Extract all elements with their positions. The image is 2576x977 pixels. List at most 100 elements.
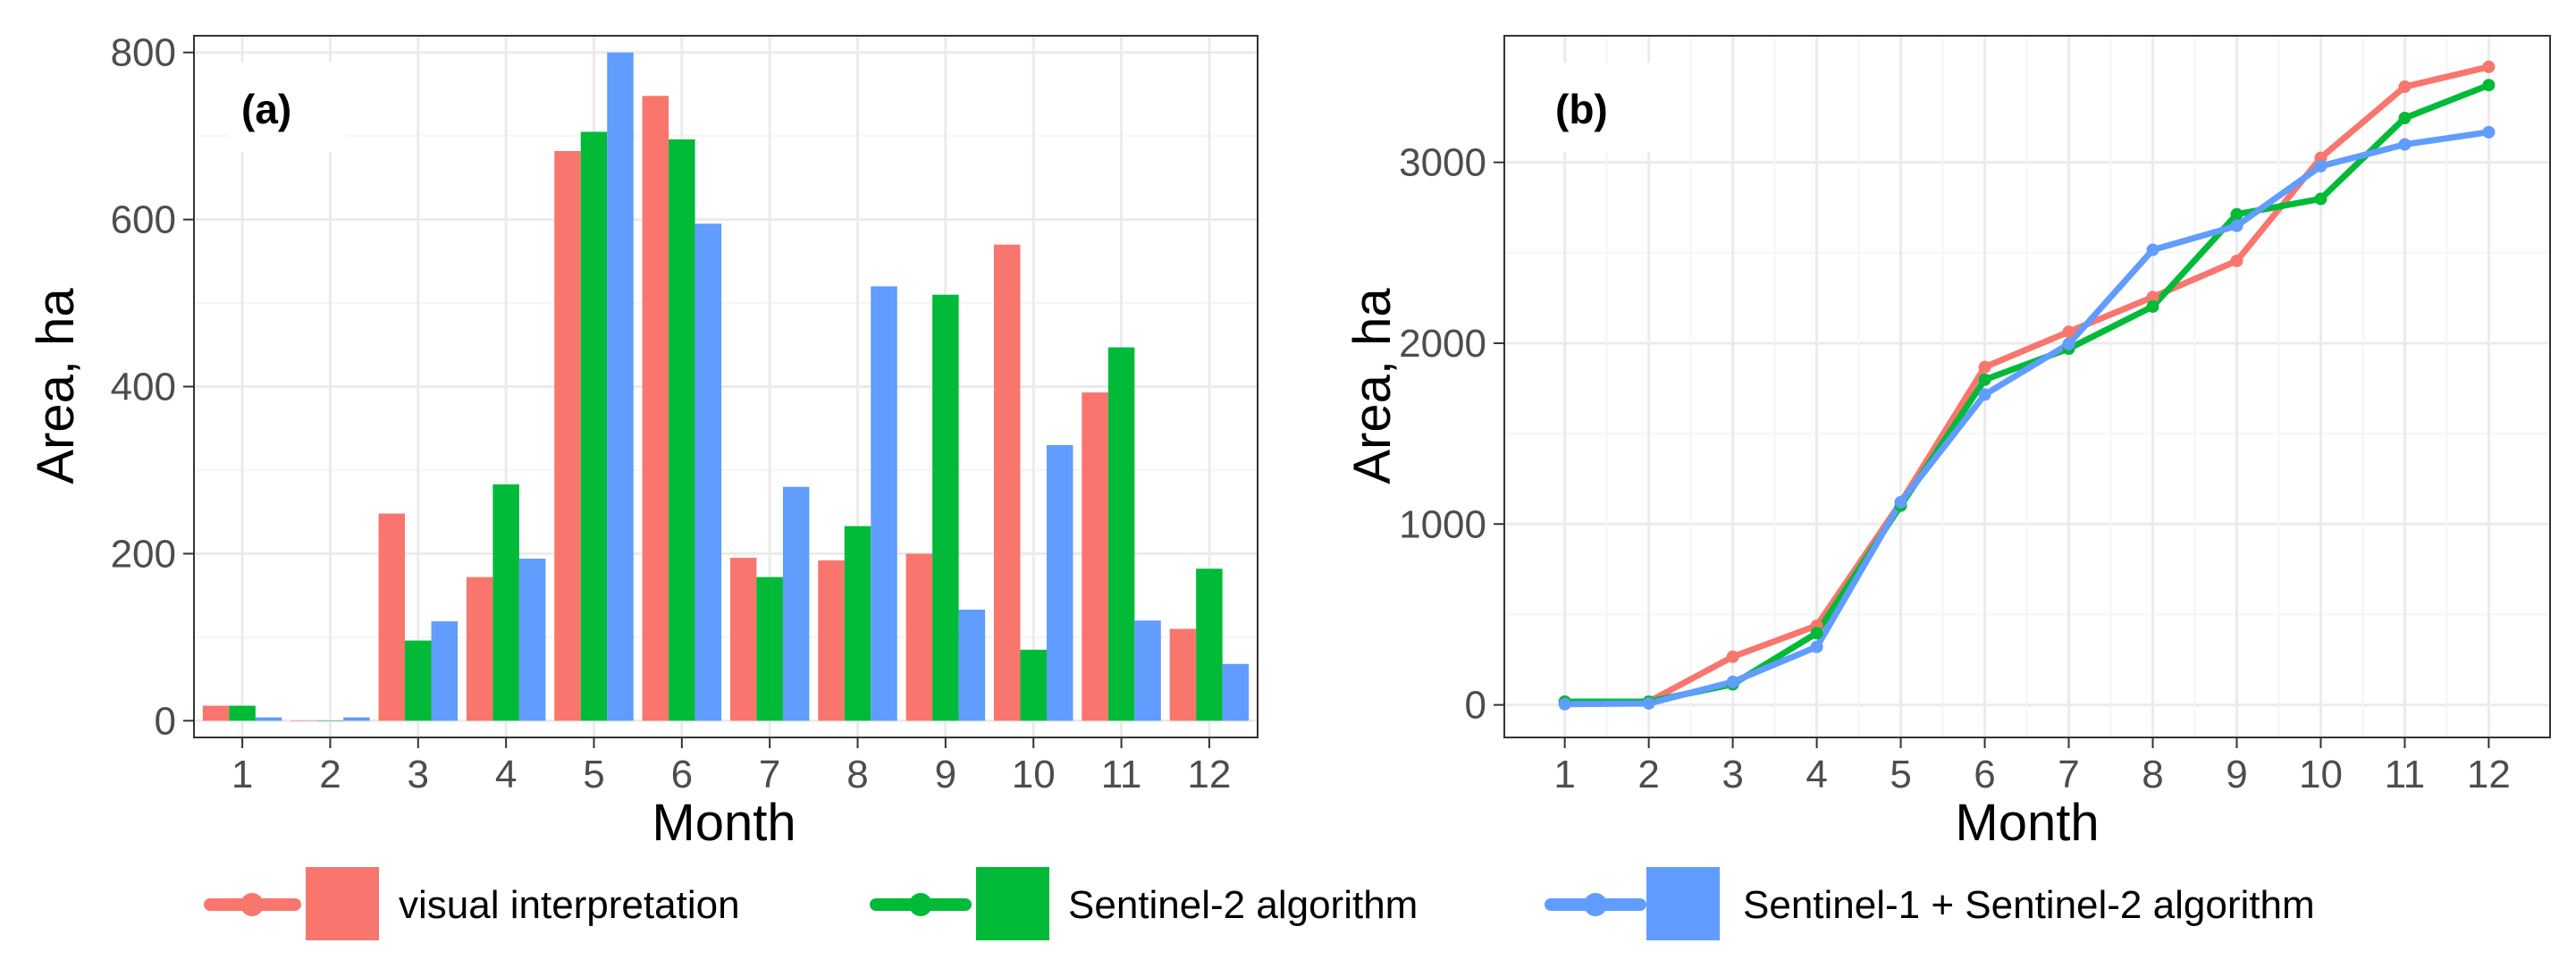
panel-a-y-tick-label: 200 [111, 532, 176, 576]
point-sentinel-2-algorithm-month-9 [2230, 207, 2243, 221]
panel-b-gridlines [1504, 36, 2550, 737]
panel-a-x-tick-label: 11 [1101, 753, 1142, 796]
legend-point-visual-interpretation [240, 893, 264, 916]
point-sentinel-1-sentinel-2-algorithm-month-4 [1810, 640, 1823, 653]
panel-a-x-axis-title: Month [652, 794, 796, 852]
bar-sentinel-1-sentinel-2-algorithm-month-12 [1222, 663, 1250, 721]
legend-swatch-visual-interpretation [306, 867, 379, 940]
bar-sentinel-2-algorithm-month-9 [932, 294, 959, 721]
bar-visual-interpretation-month-6 [642, 96, 669, 721]
legend-swatch-sentinel-2 [976, 867, 1049, 940]
panel-a-x-tick-label: 10 [1012, 753, 1056, 796]
panel-b-x-tick-label: 11 [2385, 753, 2426, 796]
legend-point-sentinel-2 [909, 893, 932, 916]
bar-sentinel-2-algorithm-month-1 [229, 705, 256, 721]
panel-a-x-tick-label: 12 [1187, 753, 1231, 796]
point-sentinel-2-algorithm-month-12 [2482, 79, 2496, 92]
panel-a-label-background [230, 63, 346, 152]
panel-a-x-tick-label: 9 [935, 753, 956, 796]
legend-label-sentinel-2: Sentinel-2 algorithm [1068, 883, 1418, 927]
panel-a-y-axis-title: Area, ha [27, 288, 85, 484]
legend-label-visual-interpretation: visual interpretation [399, 883, 740, 927]
point-visual-interpretation-month-3 [1726, 650, 1739, 663]
panel-a-x-tick-label: 8 [846, 753, 868, 796]
bar-sentinel-2-algorithm-month-5 [580, 131, 608, 721]
point-sentinel-2-algorithm-month-8 [2146, 299, 2159, 313]
panel-a-x-ticks: 1 2 3 4 5 6 7 8 9 10 11 12 [232, 737, 1231, 796]
panel-b-label: (b) [1555, 86, 1608, 132]
point-sentinel-2-algorithm-month-11 [2398, 112, 2412, 125]
panel-b-y-ticks: 0 1000 2000 3000 [1399, 141, 1504, 728]
bar-sentinel-1-sentinel-2-algorithm-month-9 [958, 610, 986, 721]
bar-sentinel-2-algorithm-month-12 [1196, 569, 1223, 721]
bar-sentinel-1-sentinel-2-algorithm-month-3 [431, 621, 459, 721]
bar-visual-interpretation-month-9 [905, 553, 933, 721]
bar-visual-interpretation-month-2 [290, 720, 317, 721]
panel-b-points [1558, 60, 2496, 711]
bar-sentinel-2-algorithm-month-10 [1020, 649, 1047, 721]
bar-visual-interpretation-month-1 [202, 705, 230, 721]
panel-b-y-tick-label: 2000 [1399, 322, 1486, 366]
legend-label-sentinel-1-2: Sentinel-1 + Sentinel-2 algorithm [1743, 883, 2315, 927]
point-sentinel-2-algorithm-month-4 [1810, 627, 1823, 640]
bar-sentinel-2-algorithm-month-4 [492, 484, 519, 721]
panel-b-x-tick-label: 9 [2226, 753, 2247, 796]
panel-b-x-tick-label: 5 [1890, 753, 1911, 796]
point-visual-interpretation-month-12 [2482, 60, 2496, 73]
bar-sentinel-1-sentinel-2-algorithm-month-2 [343, 717, 370, 721]
point-sentinel-1-sentinel-2-algorithm-month-7 [2062, 337, 2075, 350]
panel-b-x-tick-label: 3 [1722, 753, 1743, 796]
panel-b-label-background [1537, 63, 1654, 152]
panel-b-y-axis-title: Area, ha [1343, 288, 1402, 484]
legend-swatch-sentinel-1-2 [1646, 867, 1720, 940]
point-sentinel-1-sentinel-2-algorithm-month-12 [2482, 125, 2496, 139]
bar-sentinel-1-sentinel-2-algorithm-month-11 [1134, 620, 1161, 721]
panel-b-y-tick-label: 1000 [1399, 502, 1486, 546]
panel-a-x-tick-label: 3 [408, 753, 429, 796]
panel-b-x-tick-label: 7 [2058, 753, 2079, 796]
bar-sentinel-1-sentinel-2-algorithm-month-10 [1046, 444, 1073, 721]
bar-visual-interpretation-month-12 [1169, 628, 1197, 721]
panel-b-border [1503, 35, 2551, 738]
bar-sentinel-1-sentinel-2-algorithm-month-8 [871, 286, 897, 721]
bar-visual-interpretation-month-7 [729, 558, 757, 721]
point-sentinel-1-sentinel-2-algorithm-month-6 [1978, 388, 1991, 401]
bar-sentinel-1-sentinel-2-algorithm-month-1 [255, 717, 282, 721]
bar-sentinel-1-sentinel-2-algorithm-month-7 [782, 486, 810, 721]
panel-a-x-tick-label: 1 [232, 753, 253, 796]
panel-b-x-tick-label: 6 [1974, 753, 1995, 796]
point-sentinel-1-sentinel-2-algorithm-month-10 [2314, 159, 2328, 173]
panel-b-x-tick-label: 10 [2299, 753, 2343, 796]
bar-sentinel-2-algorithm-month-3 [405, 640, 432, 721]
panel-a-x-tick-label: 4 [495, 753, 517, 796]
panel-a-label: (a) [241, 86, 291, 132]
bar-visual-interpretation-month-10 [993, 244, 1021, 721]
point-sentinel-2-algorithm-month-10 [2314, 192, 2328, 206]
bar-sentinel-2-algorithm-month-2 [316, 720, 344, 721]
panel-b-y-tick-label: 3000 [1399, 141, 1486, 185]
bar-sentinel-1-sentinel-2-algorithm-month-6 [695, 223, 722, 721]
line-visual-interpretation [1564, 63, 2490, 705]
point-sentinel-1-sentinel-2-algorithm-month-5 [1894, 495, 1907, 509]
panel-a-y-tick-label: 600 [111, 198, 176, 242]
bar-sentinel-1-sentinel-2-algorithm-month-5 [607, 52, 634, 721]
line-sentinel-1-sentinel-2-algorithm [1564, 129, 2489, 708]
panel-a-x-tick-label: 2 [319, 753, 341, 796]
point-sentinel-1-sentinel-2-algorithm-month-3 [1726, 675, 1739, 688]
panel-b-x-tick-label: 2 [1637, 753, 1659, 796]
panel-b-x-tick-label: 12 [2467, 753, 2511, 796]
point-visual-interpretation-month-6 [1978, 360, 1991, 374]
point-visual-interpretation-month-11 [2398, 80, 2412, 94]
panel-b-x-axis-title: Month [1955, 794, 2099, 852]
point-visual-interpretation-month-7 [2062, 325, 2075, 339]
legend-item-sentinel-2: Sentinel-2 algorithm [870, 867, 1418, 940]
panel-a-y-ticks: 0 200 400 600 800 [111, 31, 194, 743]
point-sentinel-2-algorithm-month-6 [1978, 373, 1991, 386]
point-visual-interpretation-month-9 [2230, 254, 2243, 267]
legend: visual interpretation Sentinel-2 algorit… [204, 867, 2315, 940]
bar-visual-interpretation-month-11 [1082, 392, 1108, 721]
bar-visual-interpretation-month-8 [818, 560, 845, 721]
